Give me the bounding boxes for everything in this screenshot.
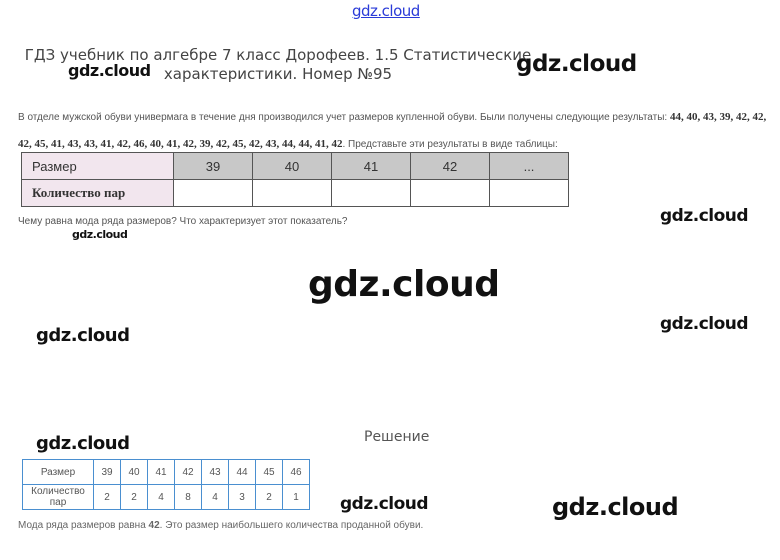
watermark: gdz.cloud (308, 264, 500, 305)
solution-table: Размер 39 40 41 42 43 44 45 46 Количество пар 2 2 4… (22, 459, 310, 510)
watermark: gdz.cloud (660, 314, 749, 334)
task-text: В отделе мужской обуви универмага в тече… (18, 111, 767, 150)
watermark: gdz.cloud (36, 325, 130, 346)
page-title: ГДЗ учебник по алгебре 7 класс Дорофеев.… (24, 46, 532, 83)
watermark: gdz.cloud (660, 206, 749, 226)
watermark: gdz.cloud (68, 61, 151, 80)
answer-text: Мода ряда размеров равна 42. Это размер … (18, 520, 424, 531)
task-table: Размер 39 40 41 42... Количество пар (21, 152, 569, 207)
question: Чему равна мода ряда размеров? Что харак… (18, 216, 348, 227)
watermark: gdz.cloud (340, 494, 429, 514)
solution-label: Решение (364, 429, 430, 445)
watermark: gdz.cloud (516, 51, 637, 77)
watermark: gdz.cloud (552, 493, 679, 521)
watermark: gdz.cloud (72, 228, 128, 241)
site-link[interactable]: gdz.cloud (352, 2, 420, 20)
watermark: gdz.cloud (36, 433, 130, 454)
